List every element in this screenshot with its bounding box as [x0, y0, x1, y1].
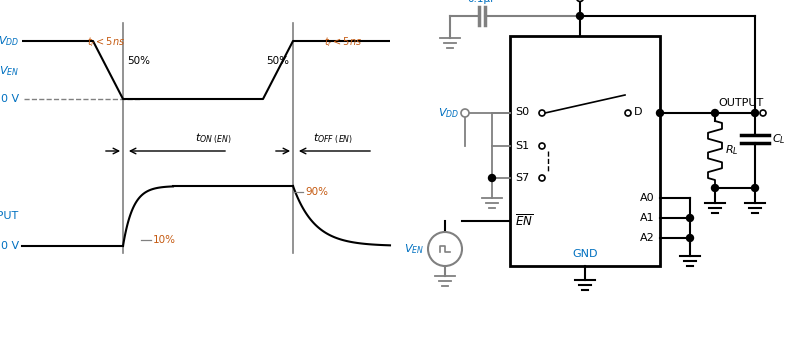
- Text: $t_r < 5ns$: $t_r < 5ns$: [87, 35, 125, 49]
- Text: 0 V: 0 V: [1, 241, 19, 251]
- Text: S1: S1: [515, 141, 529, 151]
- Circle shape: [711, 109, 718, 117]
- Text: D: D: [634, 107, 642, 117]
- Text: $t_{ON\ (EN)}$: $t_{ON\ (EN)}$: [194, 132, 231, 146]
- FancyBboxPatch shape: [510, 36, 660, 266]
- Circle shape: [686, 235, 694, 242]
- Circle shape: [428, 232, 462, 266]
- Circle shape: [751, 184, 758, 191]
- Circle shape: [539, 110, 545, 116]
- Text: $C_L$: $C_L$: [772, 132, 786, 146]
- Text: $V_{DD}$: $V_{DD}$: [0, 34, 19, 48]
- Circle shape: [751, 109, 758, 117]
- Circle shape: [461, 109, 469, 117]
- Text: 90%: 90%: [305, 187, 328, 197]
- Text: A0: A0: [640, 193, 655, 203]
- Circle shape: [625, 110, 631, 116]
- Text: OUTPUT: OUTPUT: [718, 98, 763, 108]
- Text: $R_L$: $R_L$: [725, 144, 738, 157]
- Circle shape: [539, 143, 545, 149]
- Circle shape: [539, 175, 545, 181]
- Circle shape: [657, 109, 663, 117]
- Text: A1: A1: [640, 213, 655, 223]
- Text: $t_{OFF\ (EN)}$: $t_{OFF\ (EN)}$: [313, 132, 353, 146]
- Text: 0.1µF: 0.1µF: [467, 0, 497, 4]
- Circle shape: [760, 110, 766, 116]
- Text: $\overline{EN}$: $\overline{EN}$: [515, 213, 534, 229]
- Text: A2: A2: [640, 233, 655, 243]
- Circle shape: [577, 0, 583, 1]
- Text: S0: S0: [515, 107, 529, 117]
- Text: $V_{EN}$: $V_{EN}$: [404, 242, 424, 256]
- Circle shape: [577, 13, 583, 19]
- Text: 0 V: 0 V: [1, 94, 19, 104]
- Text: $t_r < 5ns$: $t_r < 5ns$: [325, 35, 362, 49]
- Circle shape: [686, 214, 694, 222]
- Text: 50%: 50%: [266, 56, 289, 66]
- Text: 10%: 10%: [153, 235, 176, 245]
- Text: 50%: 50%: [127, 56, 150, 66]
- Text: OUTPUT: OUTPUT: [0, 211, 19, 221]
- Text: $V_{DD}$: $V_{DD}$: [438, 106, 459, 120]
- Text: $V_{EN}$: $V_{EN}$: [0, 64, 19, 78]
- Text: GND: GND: [572, 249, 598, 259]
- Circle shape: [489, 174, 495, 182]
- Circle shape: [711, 184, 718, 191]
- Text: S7: S7: [515, 173, 530, 183]
